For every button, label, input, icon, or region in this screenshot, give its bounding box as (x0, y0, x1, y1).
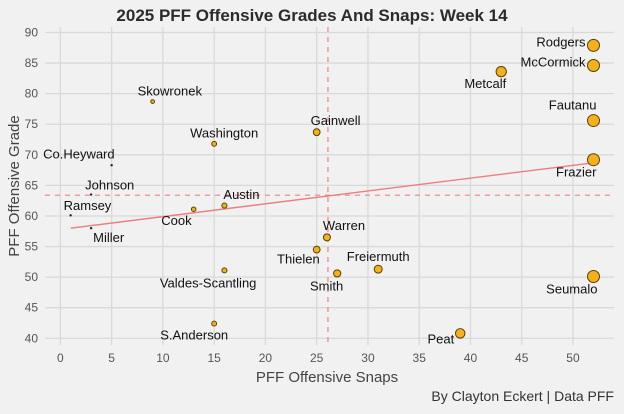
point-label: Gainwell (311, 113, 361, 128)
y-tick-label: 90 (25, 26, 39, 40)
data-point (454, 328, 466, 339)
x-tick-label: 20 (259, 351, 273, 365)
x-tick-label: 25 (310, 351, 324, 365)
point-label: Johnson (85, 177, 134, 192)
data-point (586, 114, 600, 128)
data-point (211, 140, 218, 147)
data-point (110, 164, 113, 167)
data-point (221, 202, 228, 209)
y-tick-labels: 40 45 50 55 60 65 70 75 80 85 90 (25, 26, 39, 346)
data-point (190, 206, 197, 212)
y-tick-label: 75 (25, 117, 39, 131)
x-axis-label: PFF Offensive Snaps (256, 369, 398, 386)
y-axis-label: PFF Offensive Grade (6, 115, 23, 256)
point-label: Skowronek (138, 84, 203, 99)
data-point (586, 270, 600, 284)
point-label: Frazier (556, 165, 597, 180)
x-tick-label: 15 (207, 351, 221, 365)
y-tick-label: 50 (25, 270, 39, 284)
data-point (89, 193, 93, 196)
point-label: Cook (161, 213, 192, 228)
y-tick-label: 80 (25, 87, 39, 101)
data-point (333, 269, 342, 278)
point-label: Ramsey (64, 198, 112, 213)
point-label: Fautanu (549, 98, 597, 113)
trend-line-group (70, 162, 594, 229)
y-tick-label: 55 (25, 240, 39, 254)
data-point (586, 59, 600, 73)
data-point (586, 153, 600, 167)
point-label: Co.Heyward (43, 147, 115, 162)
point-label: Thielen (277, 252, 320, 267)
point-label: Austin (223, 187, 259, 202)
data-point (322, 233, 331, 242)
x-tick-label: 50 (566, 351, 580, 365)
data-point (586, 38, 600, 52)
y-tick-label: 60 (25, 209, 39, 223)
y-tick-label: 40 (25, 331, 39, 345)
point-label: Miller (93, 230, 125, 245)
x-tick-label: 35 (413, 351, 427, 365)
point-label: Seumalo (546, 282, 597, 297)
x-tick-labels: 0 5 10 15 20 25 30 35 40 45 50 (57, 351, 580, 365)
chart-caption: By Clayton Eckert | Data PFF (431, 388, 614, 404)
point-labels: Rodgers McCormick Metcalf Fautanu Frazier Seu… (43, 34, 597, 346)
y-tick-label: 70 (25, 148, 39, 162)
trend-line (70, 162, 594, 229)
point-label: Rodgers (536, 34, 586, 49)
data-point (373, 264, 383, 274)
data-point (221, 267, 228, 274)
point-label: Warren (323, 218, 365, 233)
x-tick-label: 45 (515, 351, 529, 365)
point-label: S.Anderson (160, 328, 228, 343)
point-label: McCormick (520, 55, 585, 70)
data-point (69, 214, 72, 217)
data-points (69, 38, 600, 339)
x-tick-label: 40 (464, 351, 478, 365)
x-tick-label: 0 (57, 351, 64, 365)
data-point (211, 320, 218, 327)
data-point (312, 245, 321, 254)
data-point (495, 66, 507, 78)
grid-lines (45, 27, 614, 345)
point-label: Valdes-Scantling (160, 275, 257, 290)
y-tick-label: 85 (25, 56, 39, 70)
point-label: Freiermuth (347, 249, 410, 264)
point-label: Peat (427, 331, 454, 346)
point-label: Metcalf (464, 76, 506, 91)
data-point (312, 128, 321, 137)
x-tick-label: 30 (361, 351, 375, 365)
data-point (150, 99, 156, 104)
point-label: Smith (310, 278, 343, 293)
y-tick-label: 45 (25, 301, 39, 315)
data-point (89, 226, 93, 230)
x-tick-label: 10 (156, 351, 170, 365)
x-tick-label: 5 (108, 351, 115, 365)
chart-title: 2025 PFF Offensive Grades And Snaps: Wee… (116, 6, 508, 25)
point-label: Washington (190, 125, 258, 140)
y-tick-label: 65 (25, 178, 39, 192)
